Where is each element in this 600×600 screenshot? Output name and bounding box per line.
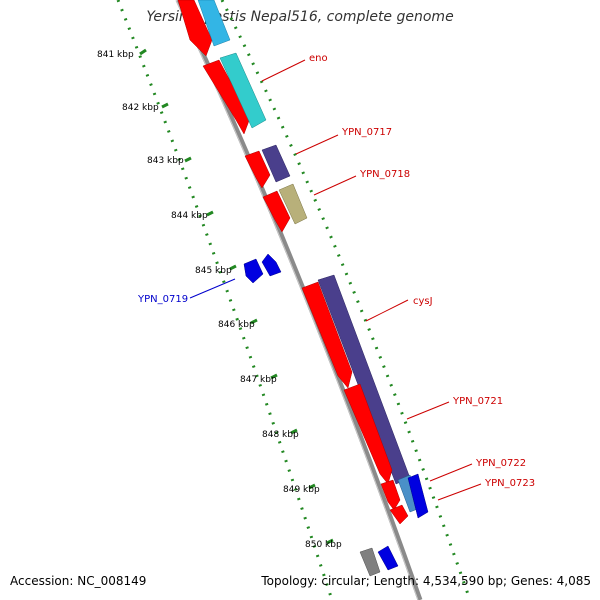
gene-labels: eno YPN_0717 YPN_0718 YPN_0719 cysJ YPN_… [137, 53, 535, 489]
gene-ypn0719-block-b [261, 253, 282, 277]
tick-label: 842 kbp [122, 103, 159, 113]
tick-label: 843 kbp [147, 156, 184, 166]
leader-ypn0719 [189, 278, 236, 299]
tick-label: 850 kbp [305, 540, 342, 550]
tick-label: 846 kbp [218, 320, 255, 330]
gene-block-gray [359, 547, 381, 577]
major-ticks [139, 48, 334, 545]
tick-label: 848 kbp [262, 430, 299, 440]
gene-label-ypn0722: YPN_0722 [475, 458, 526, 469]
gene-cysj-red-block [301, 281, 353, 389]
gene-eno-block [202, 59, 251, 135]
tick-label: 841 kbp [97, 50, 134, 60]
gene-block-blue-bottom [377, 545, 399, 571]
outer-tick-ring [220, 0, 472, 600]
gene-ypn0723-red-block [389, 504, 409, 525]
tick-label: 845 kbp [195, 266, 232, 276]
genome-summary-text: Topology: circular; Length: 4,534,590 bp… [261, 574, 591, 588]
gene-ypn0719-block-a [243, 258, 264, 284]
genome-backbone-highlight [175, 0, 419, 600]
gene-label-ypn0719: YPN_0719 [137, 294, 188, 305]
gene-label-ypn0723: YPN_0723 [484, 478, 535, 489]
tick-label: 847 kbp [240, 375, 277, 385]
inner-tick-ring [116, 0, 334, 600]
gene-label-ypn0717: YPN_0717 [341, 127, 392, 138]
leader-eno [261, 59, 306, 82]
gene-label-eno: eno [309, 53, 328, 64]
label-leaders [189, 59, 482, 501]
gene-label-cysj: cysJ [413, 296, 433, 307]
gene-ypn0721-block [343, 383, 393, 485]
gene-ypn0717-red-block [244, 150, 271, 189]
leader-ypn0723 [437, 483, 482, 501]
genome-title: Yersinia pestis Nepal516, complete genom… [146, 9, 454, 25]
gene-ypn0717-block [261, 144, 291, 183]
gene-ypn0718-block [278, 183, 308, 225]
accession-text: Accession: NC_008149 [10, 574, 147, 588]
gene-eno-partner-block [219, 52, 267, 129]
tick-label: 844 kbp [171, 211, 208, 221]
genome-backbone [175, 0, 423, 600]
gene-ypn0718-red-block [262, 190, 291, 233]
gene-ypn0723-block [407, 473, 429, 519]
feature-blocks [177, 0, 429, 577]
gene-label-ypn0721: YPN_0721 [452, 396, 503, 407]
leader-ypn0718 [313, 175, 357, 196]
leader-cysj [365, 299, 409, 322]
tick-label: 849 kbp [283, 485, 320, 495]
gene-label-ypn0718: YPN_0718 [359, 169, 410, 180]
leader-ypn0717 [295, 134, 339, 155]
gene-block-red [177, 0, 213, 57]
leader-ypn0721 [406, 401, 450, 420]
gene-block-lightblue [197, 0, 231, 47]
gene-ypn0722-red-block [380, 479, 401, 511]
tick-labels: 841 kbp 842 kbp 843 kbp 844 kbp 845 kbp … [97, 50, 342, 550]
leader-ypn0722 [429, 463, 473, 482]
